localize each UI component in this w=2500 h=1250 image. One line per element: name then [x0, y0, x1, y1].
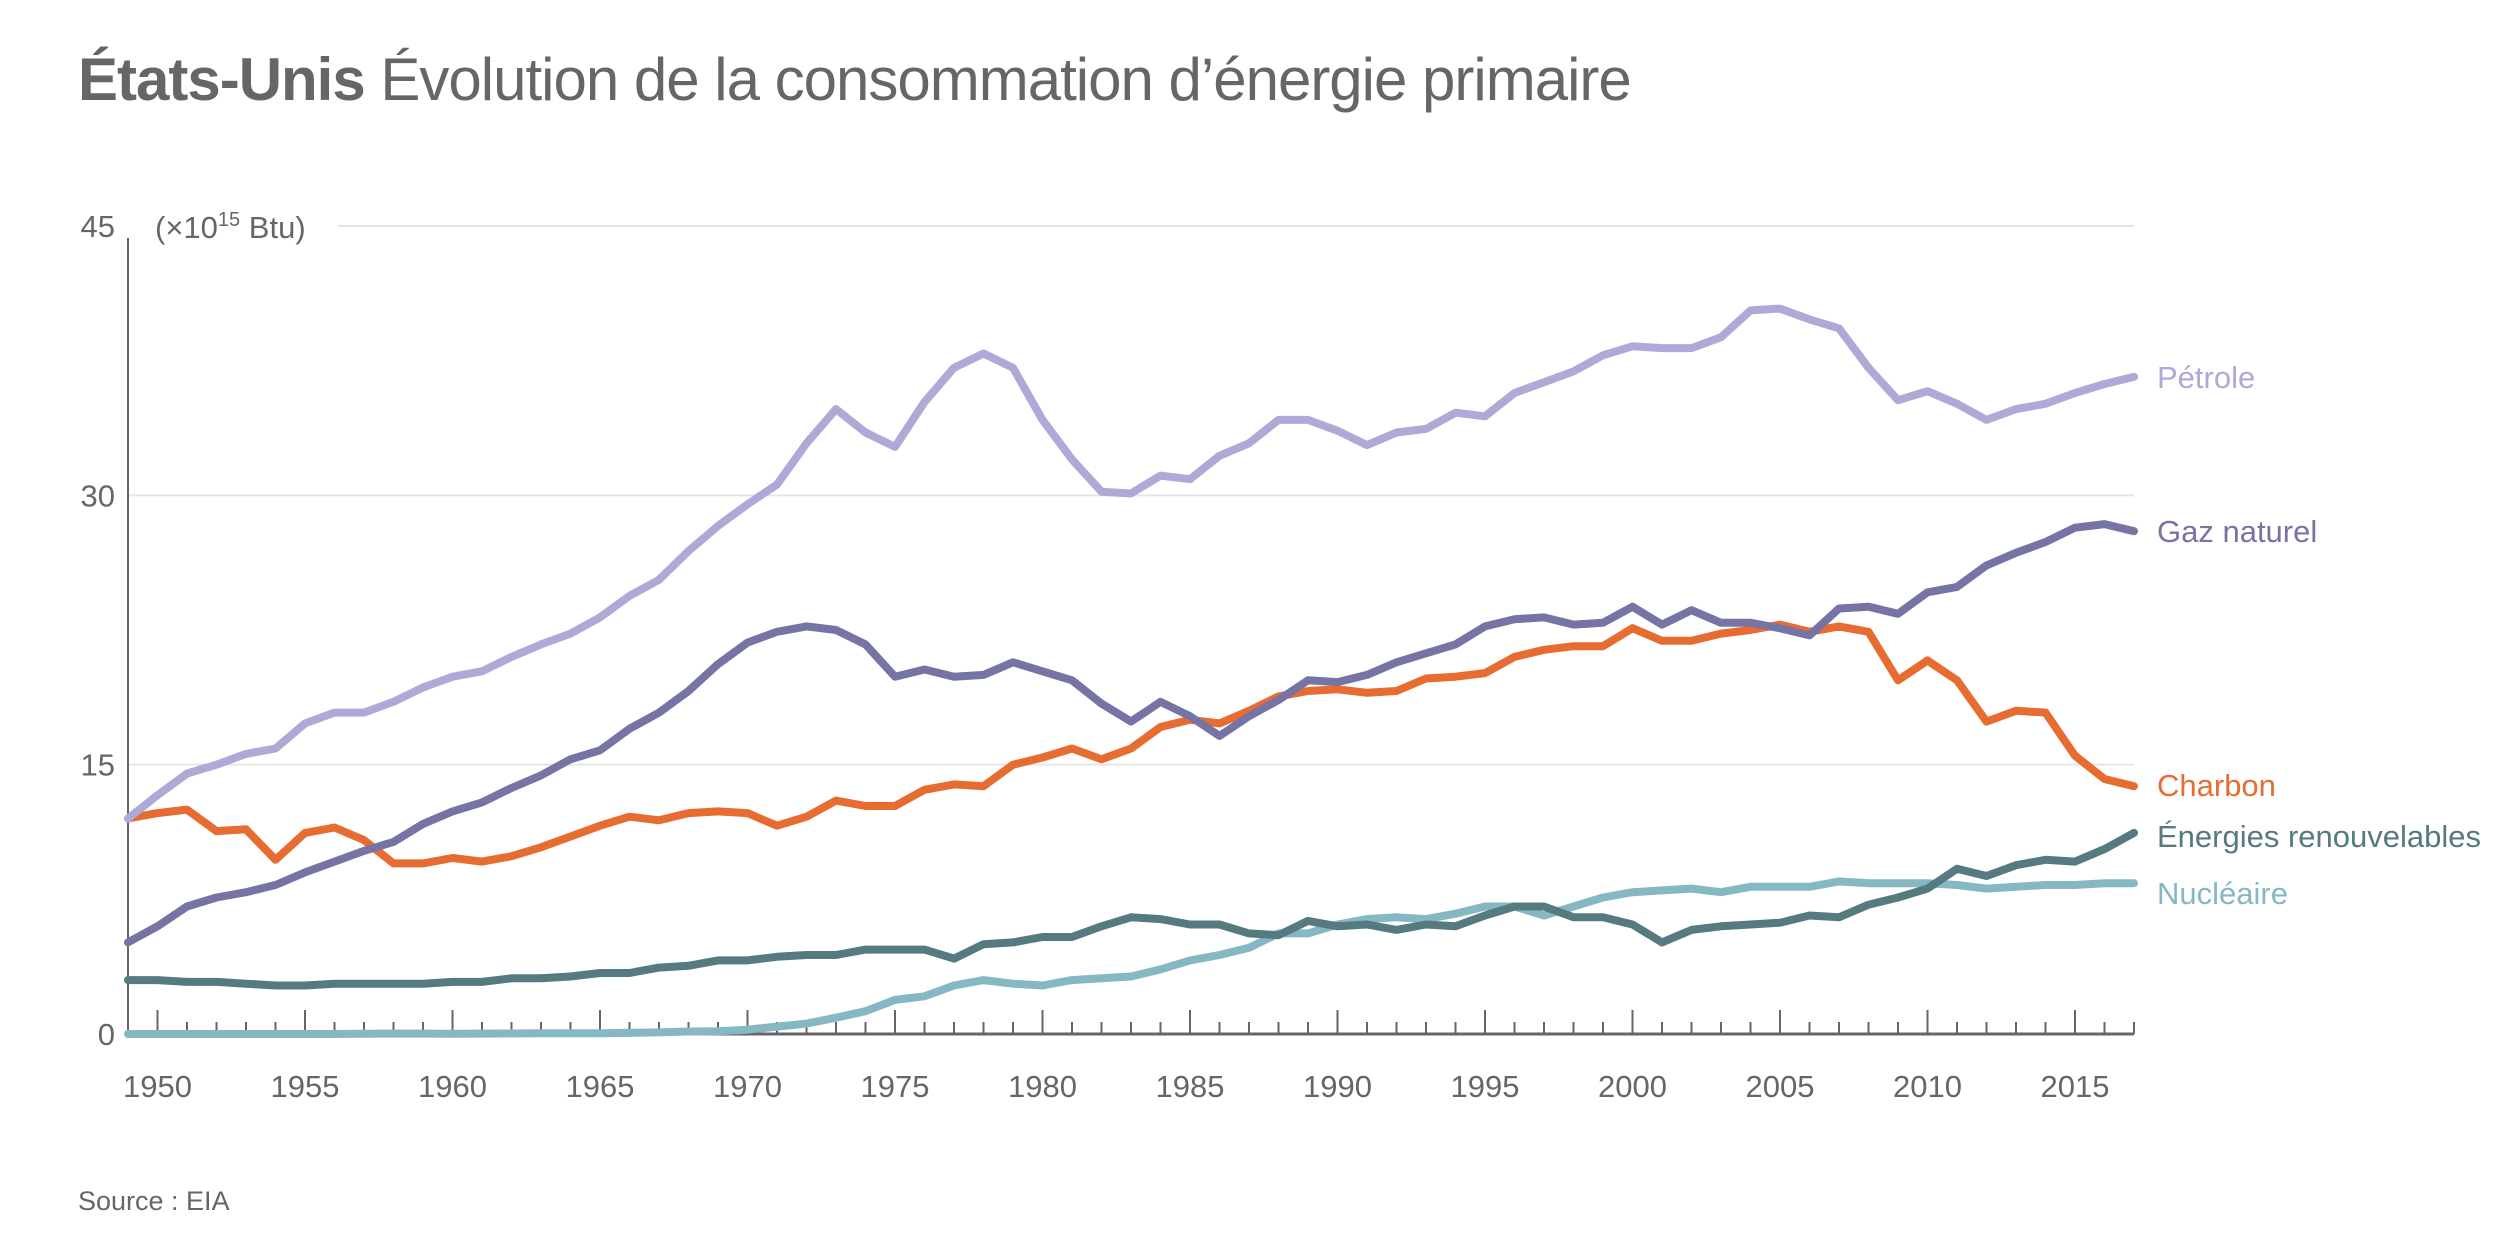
x-tick-label: 2010: [1893, 1069, 1962, 1104]
x-tick-label: 2015: [2041, 1069, 2110, 1104]
y-tick-label: 45: [81, 209, 115, 244]
series-labels: Pétrole Gaz naturel Charbon Énergies renouv…: [2157, 360, 2481, 911]
x-tick-label: 1965: [566, 1069, 635, 1104]
series-line-charbon: [124, 620, 2138, 868]
x-tick-label: 2005: [1746, 1069, 1815, 1104]
series-label: Charbon: [2157, 768, 2276, 803]
source-note: Source : EIA: [78, 1186, 230, 1216]
y-tick-label: 0: [98, 1017, 115, 1052]
y-tick-label: 30: [81, 478, 115, 513]
title-country: États-Unis: [78, 46, 366, 113]
series-line-nucl-aire: [124, 877, 2138, 1038]
series-label: Nucléaire: [2157, 876, 2288, 911]
series-lines: [124, 304, 2138, 1038]
x-tick-label: 1995: [1451, 1069, 1520, 1104]
x-tick-label: 2000: [1598, 1069, 1667, 1104]
x-tick-label: 1980: [1008, 1069, 1077, 1104]
series-line-p-trole: [124, 304, 2138, 823]
axes: 0 15 30 45 1950 1955 1960 1965 1970 1975 1980 1985 1…: [81, 209, 2135, 1104]
x-tick-label: 1950: [123, 1069, 192, 1104]
y-tick-label: 15: [81, 748, 115, 783]
series-label: Gaz naturel: [2157, 514, 2317, 549]
x-tick-label: 1955: [271, 1069, 340, 1104]
chart-title: États-Unis Évolution de la consommation …: [78, 40, 1632, 120]
series-line--nergies-renouvelables: [124, 828, 2138, 990]
series-label: Énergies renouvelables: [2157, 819, 2481, 854]
series-line-gaz-naturel: [124, 520, 2138, 947]
x-tick-label: 1990: [1303, 1069, 1372, 1104]
x-tick-label: 1985: [1156, 1069, 1225, 1104]
y-unit-label: (×1015 Btu): [155, 209, 306, 245]
x-tick-label: 1975: [861, 1069, 930, 1104]
x-tick-label: 1960: [418, 1069, 487, 1104]
x-tick-label: 1970: [713, 1069, 782, 1104]
series-label: Pétrole: [2157, 360, 2255, 395]
title-subject: Évolution de la consommation d’énergie p…: [380, 46, 1631, 113]
